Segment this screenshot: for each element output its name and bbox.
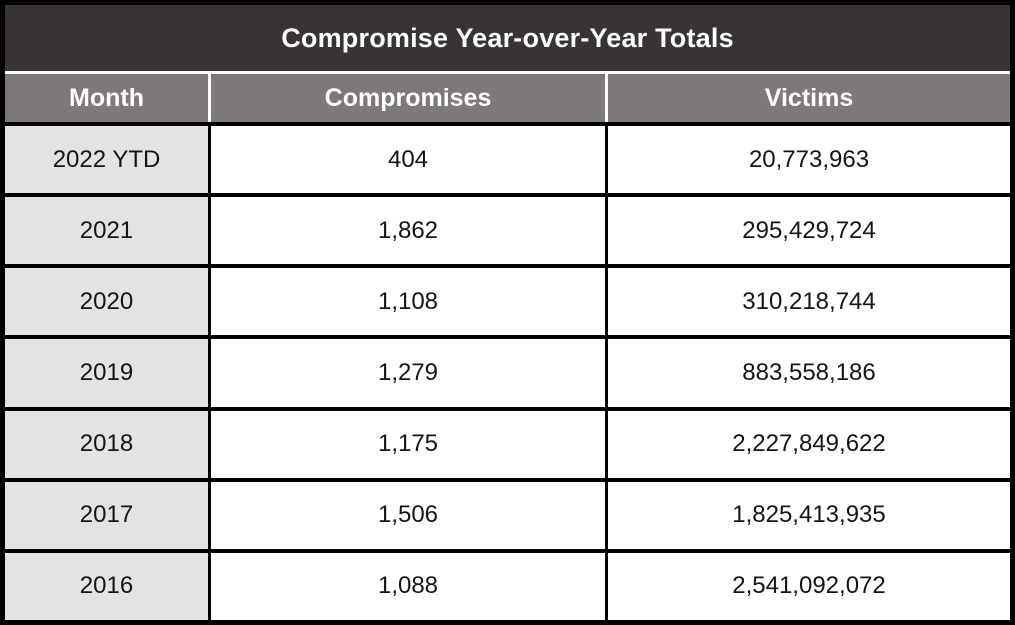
row-2018-victims: 2,227,849,622	[608, 410, 1010, 478]
row-2022-compromises: 404	[211, 126, 605, 194]
table-title: Compromise Year-over-Year Totals	[5, 5, 1010, 71]
column-header-compromises: Compromises	[211, 74, 605, 122]
row-2019-victims: 883,558,186	[608, 339, 1010, 407]
table-header-row: Month Compromises Victims	[5, 74, 1010, 122]
row-2020-compromises: 1,108	[211, 268, 605, 336]
row-2017-month: 2017	[5, 481, 208, 549]
row-2021-month: 2021	[5, 197, 208, 265]
column-header-month: Month	[5, 74, 208, 122]
row-2022-month: 2022 YTD	[5, 126, 208, 194]
row-2016-victims: 2,541,092,072	[608, 552, 1010, 620]
row-2016-compromises: 1,088	[211, 552, 605, 620]
row-2021-victims: 295,429,724	[608, 197, 1010, 265]
row-2022-victims: 20,773,963	[608, 126, 1010, 194]
row-2019-compromises: 1,279	[211, 339, 605, 407]
table-body: 2022 YTD 404 20,773,963 2021 1,862 295,4…	[5, 122, 1010, 620]
title-header-divider	[5, 71, 1010, 74]
row-2018-compromises: 1,175	[211, 410, 605, 478]
row-2017-victims: 1,825,413,935	[608, 481, 1010, 549]
row-2020-month: 2020	[5, 268, 208, 336]
column-header-victims: Victims	[608, 74, 1010, 122]
row-2020-victims: 310,218,744	[608, 268, 1010, 336]
row-2019-month: 2019	[5, 339, 208, 407]
row-2017-compromises: 1,506	[211, 481, 605, 549]
row-2016-month: 2016	[5, 552, 208, 620]
row-2021-compromises: 1,862	[211, 197, 605, 265]
row-2018-month: 2018	[5, 410, 208, 478]
